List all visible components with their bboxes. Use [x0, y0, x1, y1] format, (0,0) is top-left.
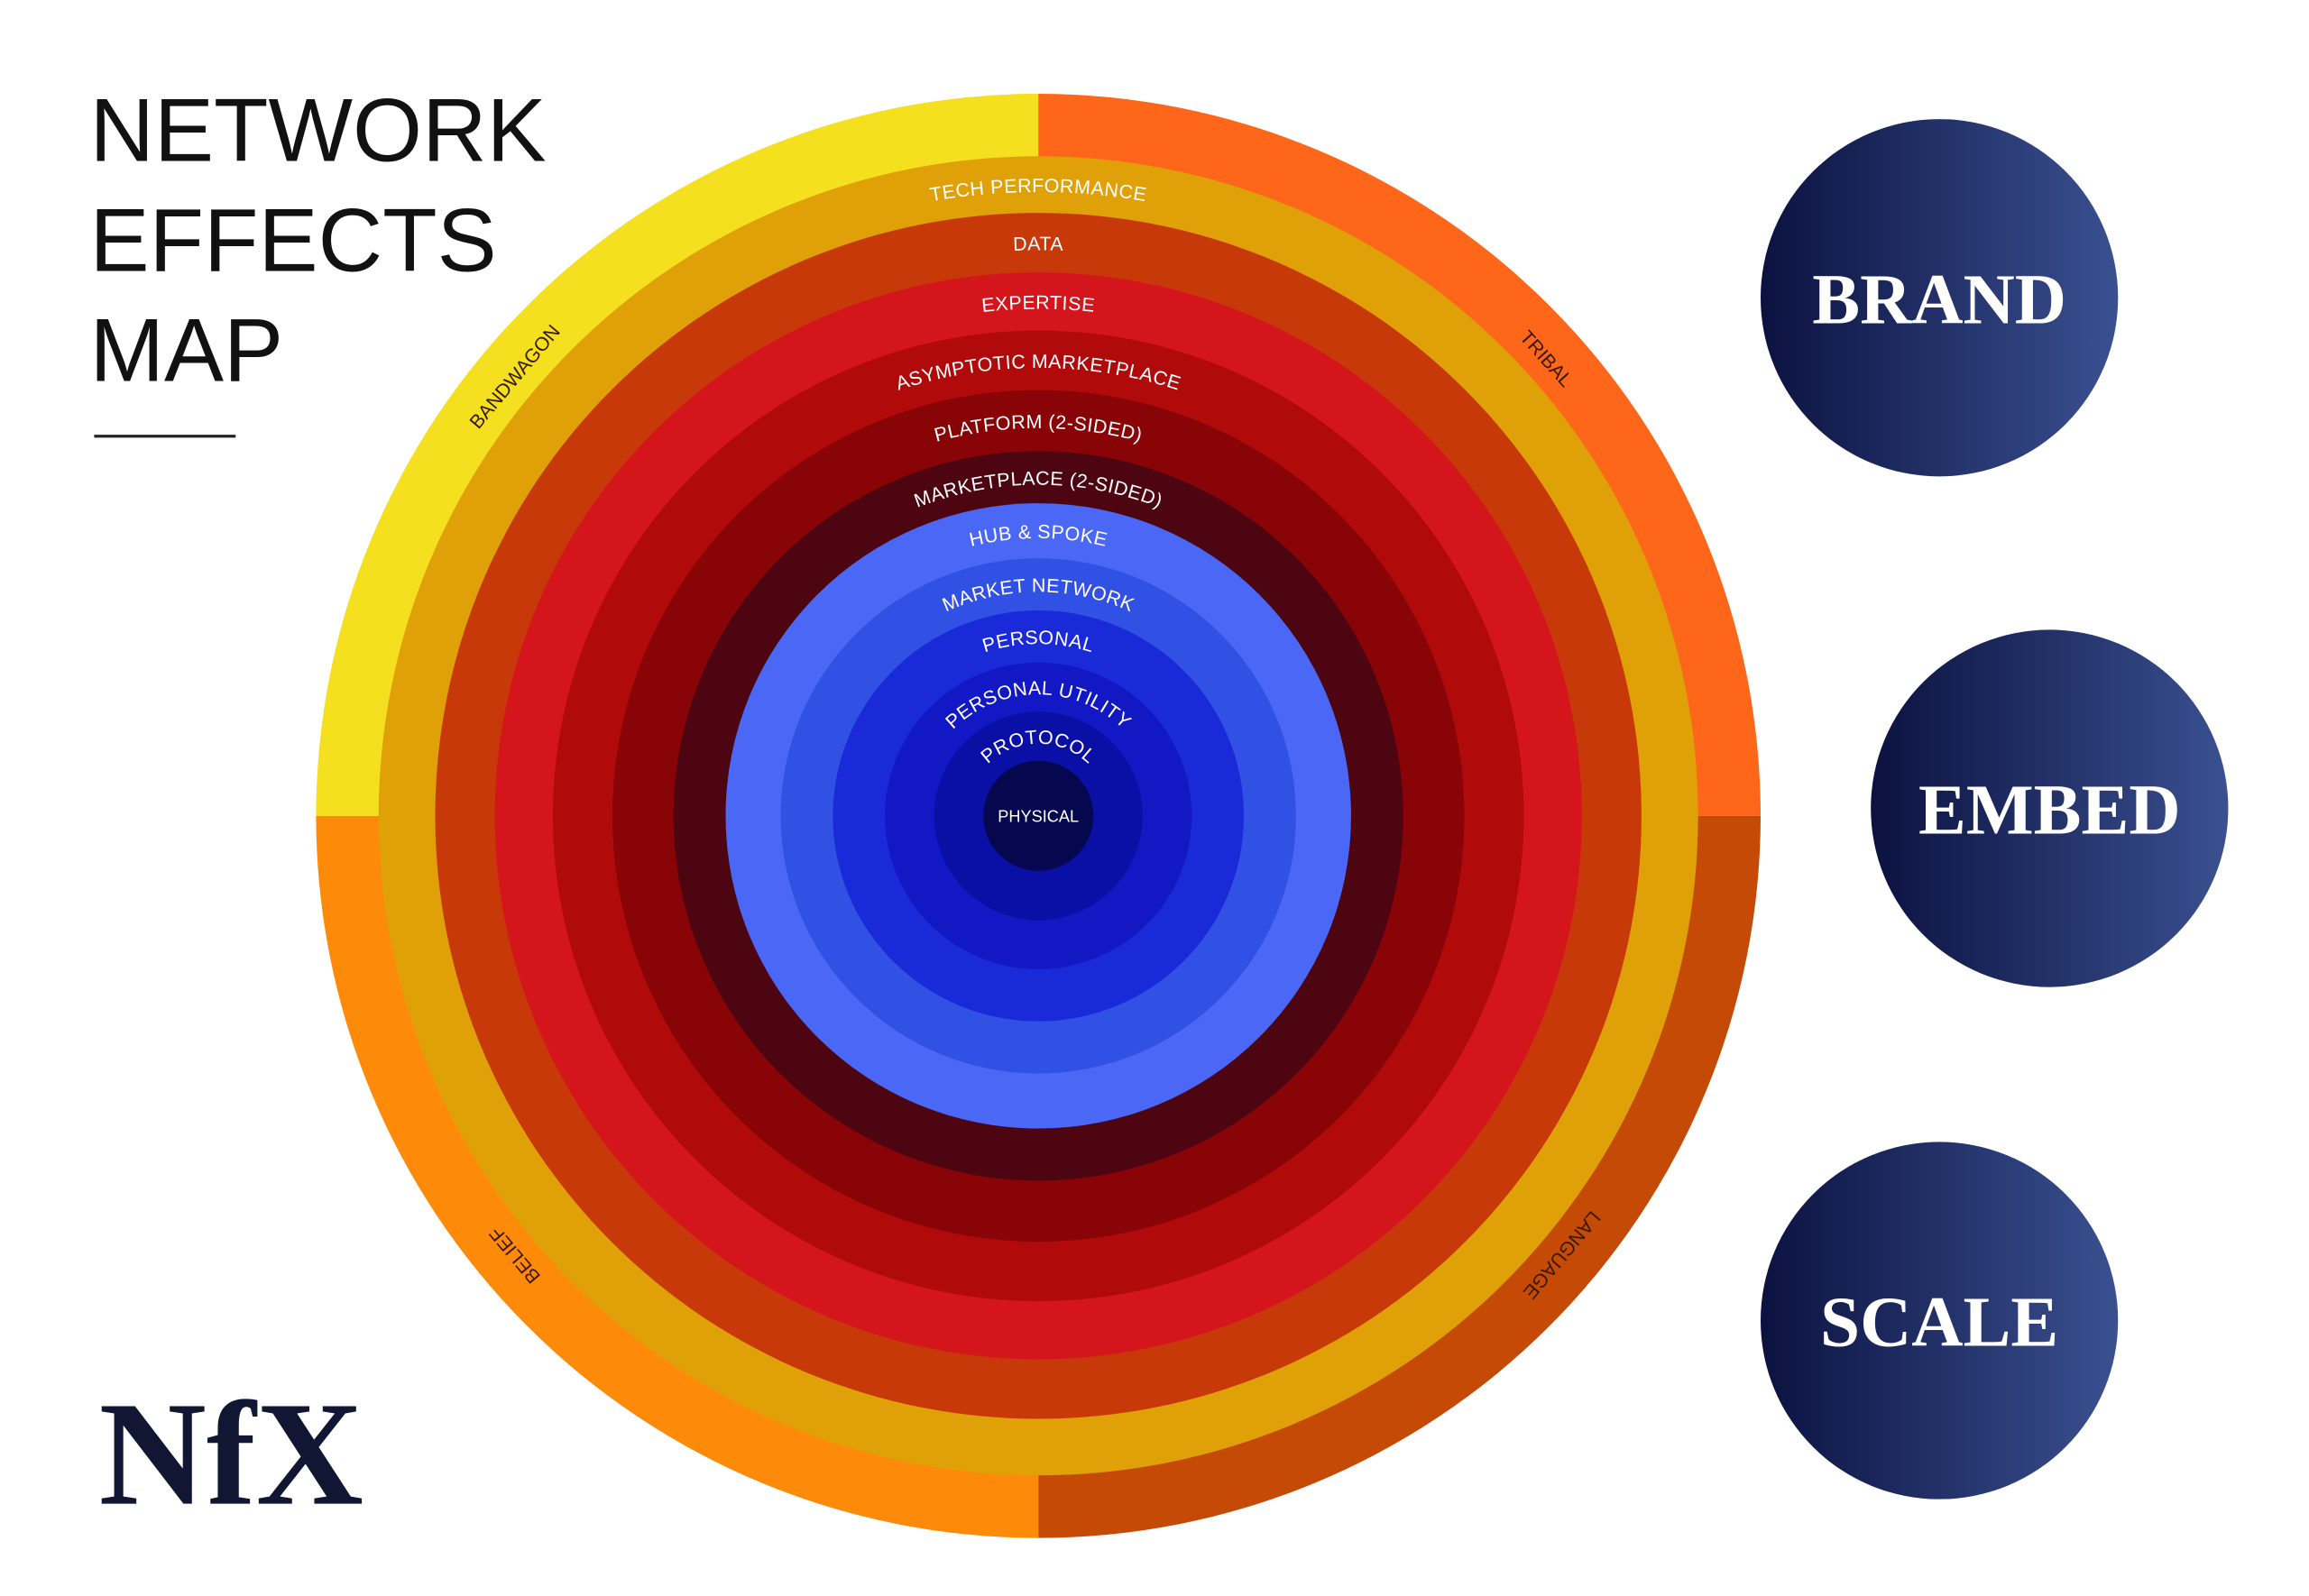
logo: NfX [99, 1371, 363, 1536]
pillar-label: SCALE [1820, 1283, 2058, 1362]
pillar-label: BRAND [1812, 260, 2066, 339]
ring-map: TECH PERFORMANCEDATAEXPERTISEASYMPTOTIC … [316, 94, 1762, 1538]
pillar-circle [1761, 1142, 2119, 1500]
pillar-circle [1871, 629, 2229, 987]
pillars: BRAND EMBED SCALE [1761, 119, 2229, 1500]
ring-label: EXPERTISE [980, 292, 1095, 316]
ring [983, 760, 1094, 871]
ring-label: DATA [1013, 233, 1063, 255]
title-line: NETWORK [89, 79, 546, 179]
pillar-circle [1761, 119, 2119, 477]
title-line: EFFECTS [89, 190, 496, 290]
svg-text:DATA: DATA [1013, 233, 1064, 255]
pillar-label: EMBED [1918, 771, 2181, 850]
ring-label: PHYSICAL [998, 807, 1079, 825]
title-line: MAP [89, 300, 283, 400]
svg-text:EXPERTISE: EXPERTISE [980, 292, 1096, 316]
